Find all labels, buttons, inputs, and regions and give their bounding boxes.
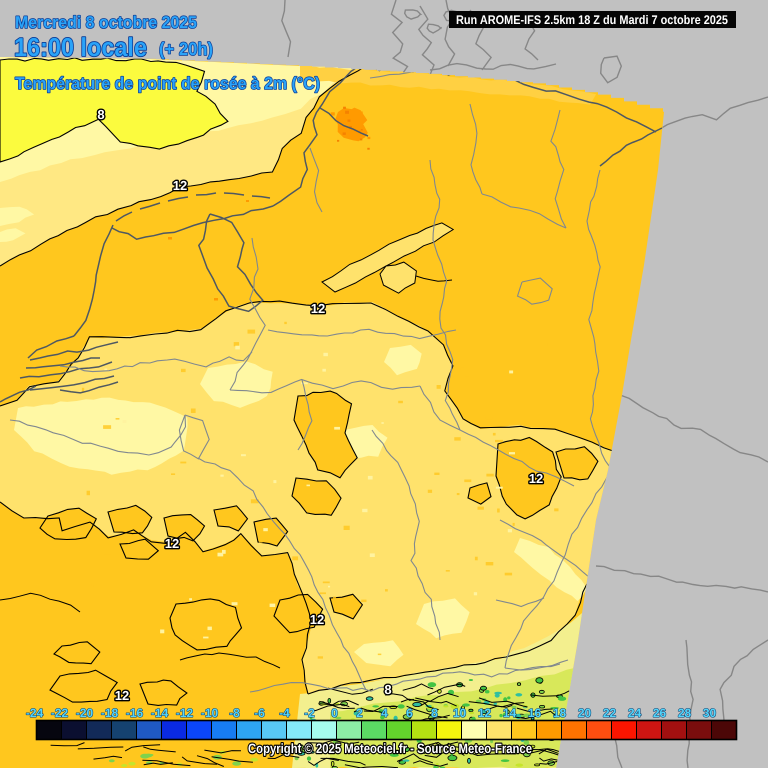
svg-text:-2: -2	[304, 706, 315, 720]
svg-text:18: 18	[553, 706, 567, 720]
svg-text:8: 8	[97, 107, 104, 122]
svg-text:-18: -18	[101, 706, 119, 720]
svg-text:Run AROME-IFS 2.5km 18 Z du Ma: Run AROME-IFS 2.5km 18 Z du Mardi 7 octo…	[456, 13, 728, 27]
svg-text:12: 12	[173, 178, 187, 193]
svg-text:12: 12	[311, 301, 325, 316]
svg-text:4: 4	[381, 706, 388, 720]
svg-text:-6: -6	[254, 706, 265, 720]
svg-text:24: 24	[628, 706, 642, 720]
svg-text:Température de point de rosée: Température de point de rosée à 2m (°C)	[15, 74, 320, 93]
svg-text:12: 12	[310, 612, 324, 627]
svg-text:12: 12	[115, 688, 129, 703]
svg-text:-14: -14	[151, 706, 169, 720]
svg-text:16: 16	[528, 706, 542, 720]
svg-text:20: 20	[578, 706, 592, 720]
svg-text:12: 12	[478, 706, 492, 720]
svg-text:-8: -8	[229, 706, 240, 720]
svg-text:6: 6	[406, 706, 413, 720]
svg-text:12: 12	[529, 471, 543, 486]
svg-text:-22: -22	[51, 706, 69, 720]
svg-text:Copyright © 2025 Meteociel.fr: Copyright © 2025 Meteociel.fr - Source M…	[248, 741, 532, 756]
svg-text:-16: -16	[126, 706, 144, 720]
svg-text:2: 2	[356, 706, 363, 720]
svg-text:28: 28	[678, 706, 692, 720]
svg-text:-4: -4	[279, 706, 290, 720]
svg-text:0: 0	[331, 706, 338, 720]
svg-text:(+ 20h): (+ 20h)	[159, 39, 213, 59]
svg-text:14: 14	[503, 706, 517, 720]
svg-text:30: 30	[703, 706, 717, 720]
svg-text:-24: -24	[26, 706, 44, 720]
svg-text:16:00 locale: 16:00 locale	[14, 32, 147, 62]
svg-text:-10: -10	[201, 706, 219, 720]
svg-text:22: 22	[603, 706, 617, 720]
svg-text:-12: -12	[176, 706, 194, 720]
svg-text:8: 8	[431, 706, 438, 720]
svg-text:Mercredi 8 octobre 2025: Mercredi 8 octobre 2025	[15, 13, 197, 32]
svg-text:-20: -20	[76, 706, 94, 720]
svg-text:12: 12	[165, 536, 179, 551]
svg-text:10: 10	[453, 706, 467, 720]
svg-text:26: 26	[653, 706, 667, 720]
svg-text:8: 8	[384, 682, 391, 697]
